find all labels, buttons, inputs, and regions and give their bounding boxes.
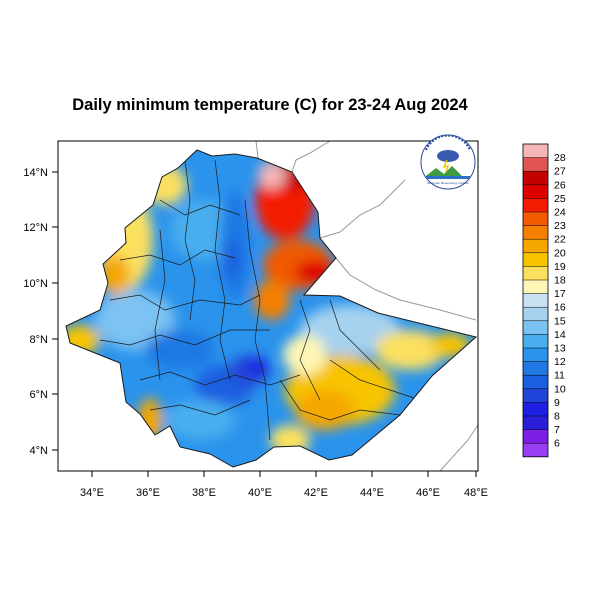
colorbar-label: 13 xyxy=(554,343,566,355)
x-tick-labels: 34°E 36°E 38°E 40°E 42°E 44°E 46°E 48°E xyxy=(80,487,488,499)
mountain-icon xyxy=(426,166,462,176)
colorbar-label: 9 xyxy=(554,397,560,409)
x-tick-label: 40°E xyxy=(248,487,272,499)
y-tick-label: 12°N xyxy=(23,222,48,234)
cloud-icon xyxy=(437,150,459,162)
region-boundaries xyxy=(99,159,421,441)
colorbar-swatch xyxy=(523,348,548,362)
colorbar-swatch xyxy=(523,388,548,403)
colorbar-label: 24 xyxy=(554,207,566,219)
colorbar-swatch xyxy=(523,334,548,349)
y-tick-label: 6°N xyxy=(30,389,49,401)
colorbar-swatch xyxy=(523,144,548,158)
colorbar-label: 22 xyxy=(554,234,566,246)
colorbar-swatch xyxy=(523,429,548,444)
colorbar-swatch xyxy=(523,157,548,172)
logo-caption: Ethiopian Meteorology Institute xyxy=(427,181,469,185)
colorbar-swatch xyxy=(523,212,548,226)
colorbar-swatch xyxy=(523,280,548,294)
colorbar-frame xyxy=(522,143,549,458)
y-tick-label: 4°N xyxy=(30,445,49,457)
colorbar-label: 23 xyxy=(554,220,566,232)
map-title: Daily minimum temperature (C) for 23-24 … xyxy=(72,96,468,114)
x-tick-label: 44°E xyxy=(360,487,384,499)
colorbar-swatch xyxy=(523,361,548,376)
colorbar-label: 19 xyxy=(554,261,566,273)
x-tick-label: 34°E xyxy=(80,487,104,499)
colorbar-label: 6 xyxy=(554,438,560,450)
colorbar-label: 20 xyxy=(554,247,566,259)
colorbar-swatch xyxy=(523,443,548,458)
neighbor-borders xyxy=(255,140,479,472)
x-tick-label: 48°E xyxy=(464,487,488,499)
colorbar-swatch xyxy=(523,184,548,199)
colorbar-label: 10 xyxy=(554,383,566,395)
colorbar-label: 11 xyxy=(554,370,565,382)
colorbar-label: 18 xyxy=(554,275,566,287)
colorbar-label: 8 xyxy=(554,411,560,423)
x-tick-label: 38°E xyxy=(192,487,216,499)
y-tick-labels: 14°N 12°N 10°N 8°N 6°N 4°N xyxy=(23,167,48,457)
x-tick-label: 36°E xyxy=(136,487,160,499)
x-tick-label: 42°E xyxy=(304,487,328,499)
colorbar-swatch xyxy=(523,293,548,308)
colorbar-swatch xyxy=(523,198,548,213)
y-tick-label: 8°N xyxy=(30,334,49,346)
y-tick-label: 14°N xyxy=(23,167,48,179)
institute-logo: Ethiopian Meteorology Institute xyxy=(420,134,476,190)
colorbar-label: 16 xyxy=(554,302,566,314)
colorbar-swatch xyxy=(523,320,548,335)
colorbar-swatch xyxy=(523,402,548,417)
colorbar-swatch xyxy=(523,307,548,322)
x-tick-label: 46°E xyxy=(416,487,440,499)
colorbar-label: 12 xyxy=(554,356,566,368)
colorbar-swatch xyxy=(523,266,548,281)
colorbar-label: 7 xyxy=(554,424,560,436)
colorbar-swatch xyxy=(523,171,548,186)
colorbar-label: 25 xyxy=(554,193,566,205)
colorbar-label: 15 xyxy=(554,315,566,327)
colorbar-swatch xyxy=(523,239,548,254)
colorbar-swatch xyxy=(523,375,548,390)
plot-frame xyxy=(57,140,479,472)
y-tick-label: 10°N xyxy=(23,278,48,290)
colorbar-label: 28 xyxy=(554,152,566,164)
colorbar-swatch xyxy=(523,416,548,430)
colorbar-swatch xyxy=(523,225,548,240)
colorbar-label: 17 xyxy=(554,288,566,300)
colorbar-label: 27 xyxy=(554,166,566,178)
colorbar-label: 14 xyxy=(554,329,566,341)
colorbar-label: 26 xyxy=(554,179,566,191)
colorbar-swatch xyxy=(523,252,548,267)
axis-ticks xyxy=(52,171,477,477)
lightning-icon xyxy=(442,159,450,173)
